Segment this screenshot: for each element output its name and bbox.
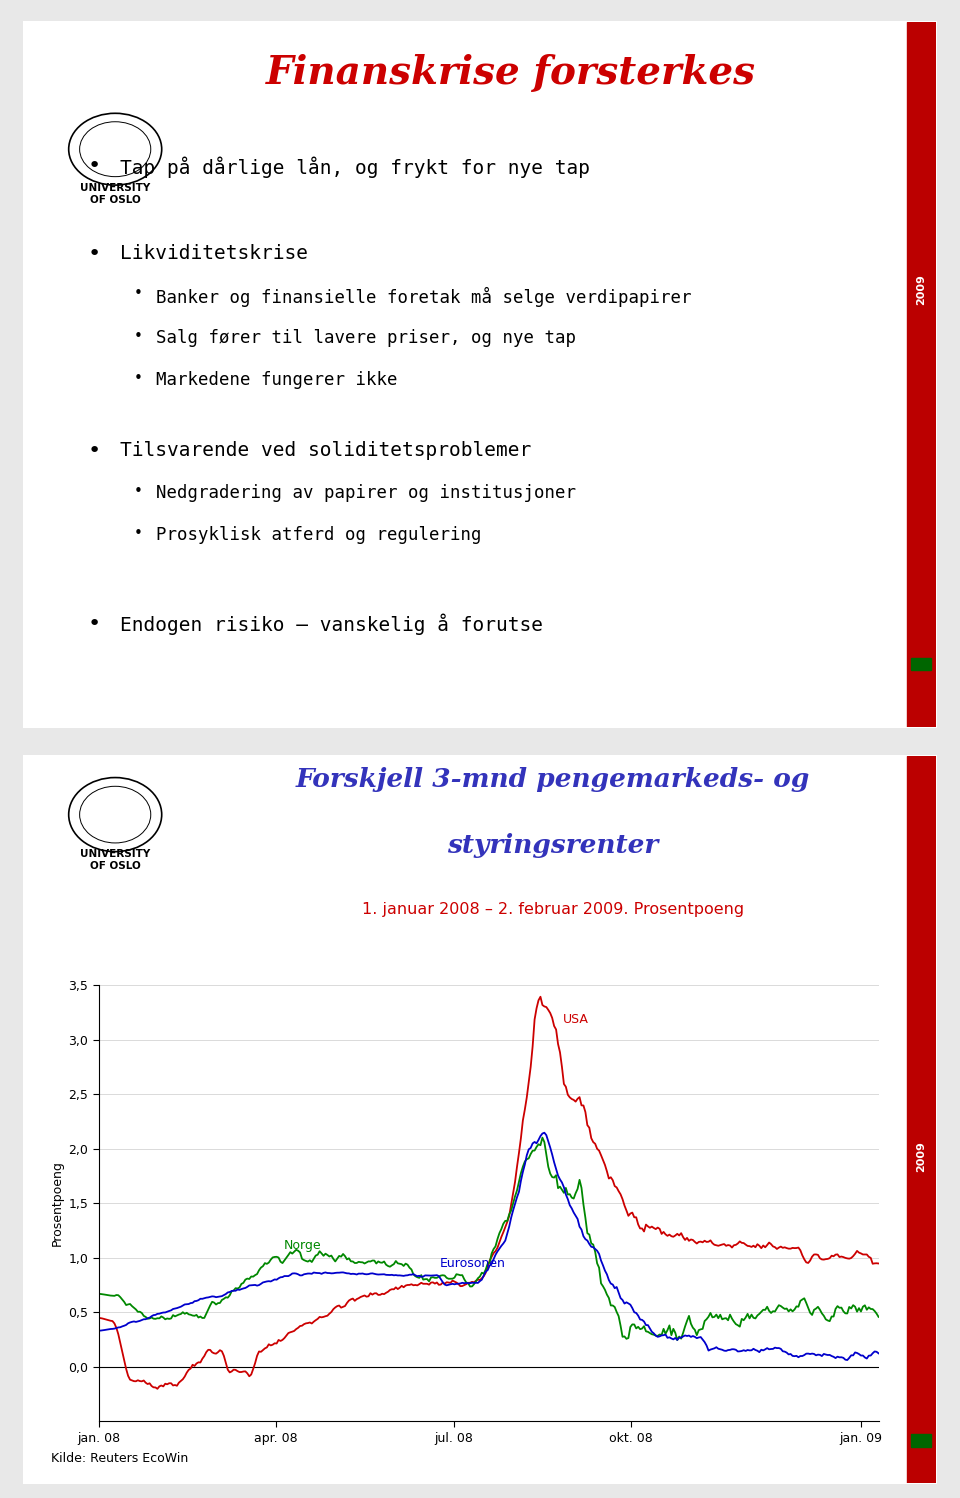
Text: •: • xyxy=(88,244,101,264)
Text: Likviditetskrise: Likviditetskrise xyxy=(120,244,308,264)
Text: Tilsvarende ved soliditetsproblemer: Tilsvarende ved soliditetsproblemer xyxy=(120,442,531,460)
Text: Endogen risiko – vanskelig å forutse: Endogen risiko – vanskelig å forutse xyxy=(120,614,542,635)
Y-axis label: Prosentpoeng: Prosentpoeng xyxy=(51,1161,64,1246)
Text: UNIVERSITY
OF OSLO: UNIVERSITY OF OSLO xyxy=(80,183,151,205)
Text: Nedgradering av papirer og institusjoner: Nedgradering av papirer og institusjoner xyxy=(156,484,576,502)
Text: Norge: Norge xyxy=(284,1239,322,1252)
Text: •: • xyxy=(133,372,142,386)
Text: •: • xyxy=(88,614,101,634)
Text: UNIVERSITY
OF OSLO: UNIVERSITY OF OSLO xyxy=(80,849,151,870)
Text: Eurosonen: Eurosonen xyxy=(440,1257,506,1269)
Text: Markedene fungerer ikke: Markedene fungerer ikke xyxy=(156,372,397,389)
Text: •: • xyxy=(88,442,101,461)
Text: •: • xyxy=(88,156,101,177)
Text: 1. januar 2008 – 2. februar 2009. Prosentpoeng: 1. januar 2008 – 2. februar 2009. Prosen… xyxy=(362,902,744,917)
Bar xyxy=(911,1434,931,1447)
Bar xyxy=(911,658,931,670)
Text: Banker og finansielle foretak må selge verdipapirer: Banker og finansielle foretak må selge v… xyxy=(156,286,692,307)
Text: styringsrenter: styringsrenter xyxy=(447,833,659,858)
Bar xyxy=(907,756,936,1483)
Text: Tap på dårlige lån, og frykt for nye tap: Tap på dårlige lån, og frykt for nye tap xyxy=(120,156,589,178)
Text: Kilde: Reuters EcoWin: Kilde: Reuters EcoWin xyxy=(52,1452,188,1465)
Text: •: • xyxy=(133,484,142,499)
Text: 2009: 2009 xyxy=(917,1140,926,1171)
Text: USA: USA xyxy=(563,1014,588,1026)
Text: Prosyklisk atferd og regulering: Prosyklisk atferd og regulering xyxy=(156,526,482,544)
Text: Salg fører til lavere priser, og nye tap: Salg fører til lavere priser, og nye tap xyxy=(156,328,576,346)
Text: •: • xyxy=(133,526,142,541)
Text: Forskjell 3-mnd pengemarkeds- og: Forskjell 3-mnd pengemarkeds- og xyxy=(296,767,810,792)
Text: 2009: 2009 xyxy=(917,274,926,306)
Text: •: • xyxy=(133,286,142,301)
Bar xyxy=(907,22,936,727)
Text: Finanskrise forsterkes: Finanskrise forsterkes xyxy=(266,54,756,93)
Text: •: • xyxy=(133,328,142,343)
